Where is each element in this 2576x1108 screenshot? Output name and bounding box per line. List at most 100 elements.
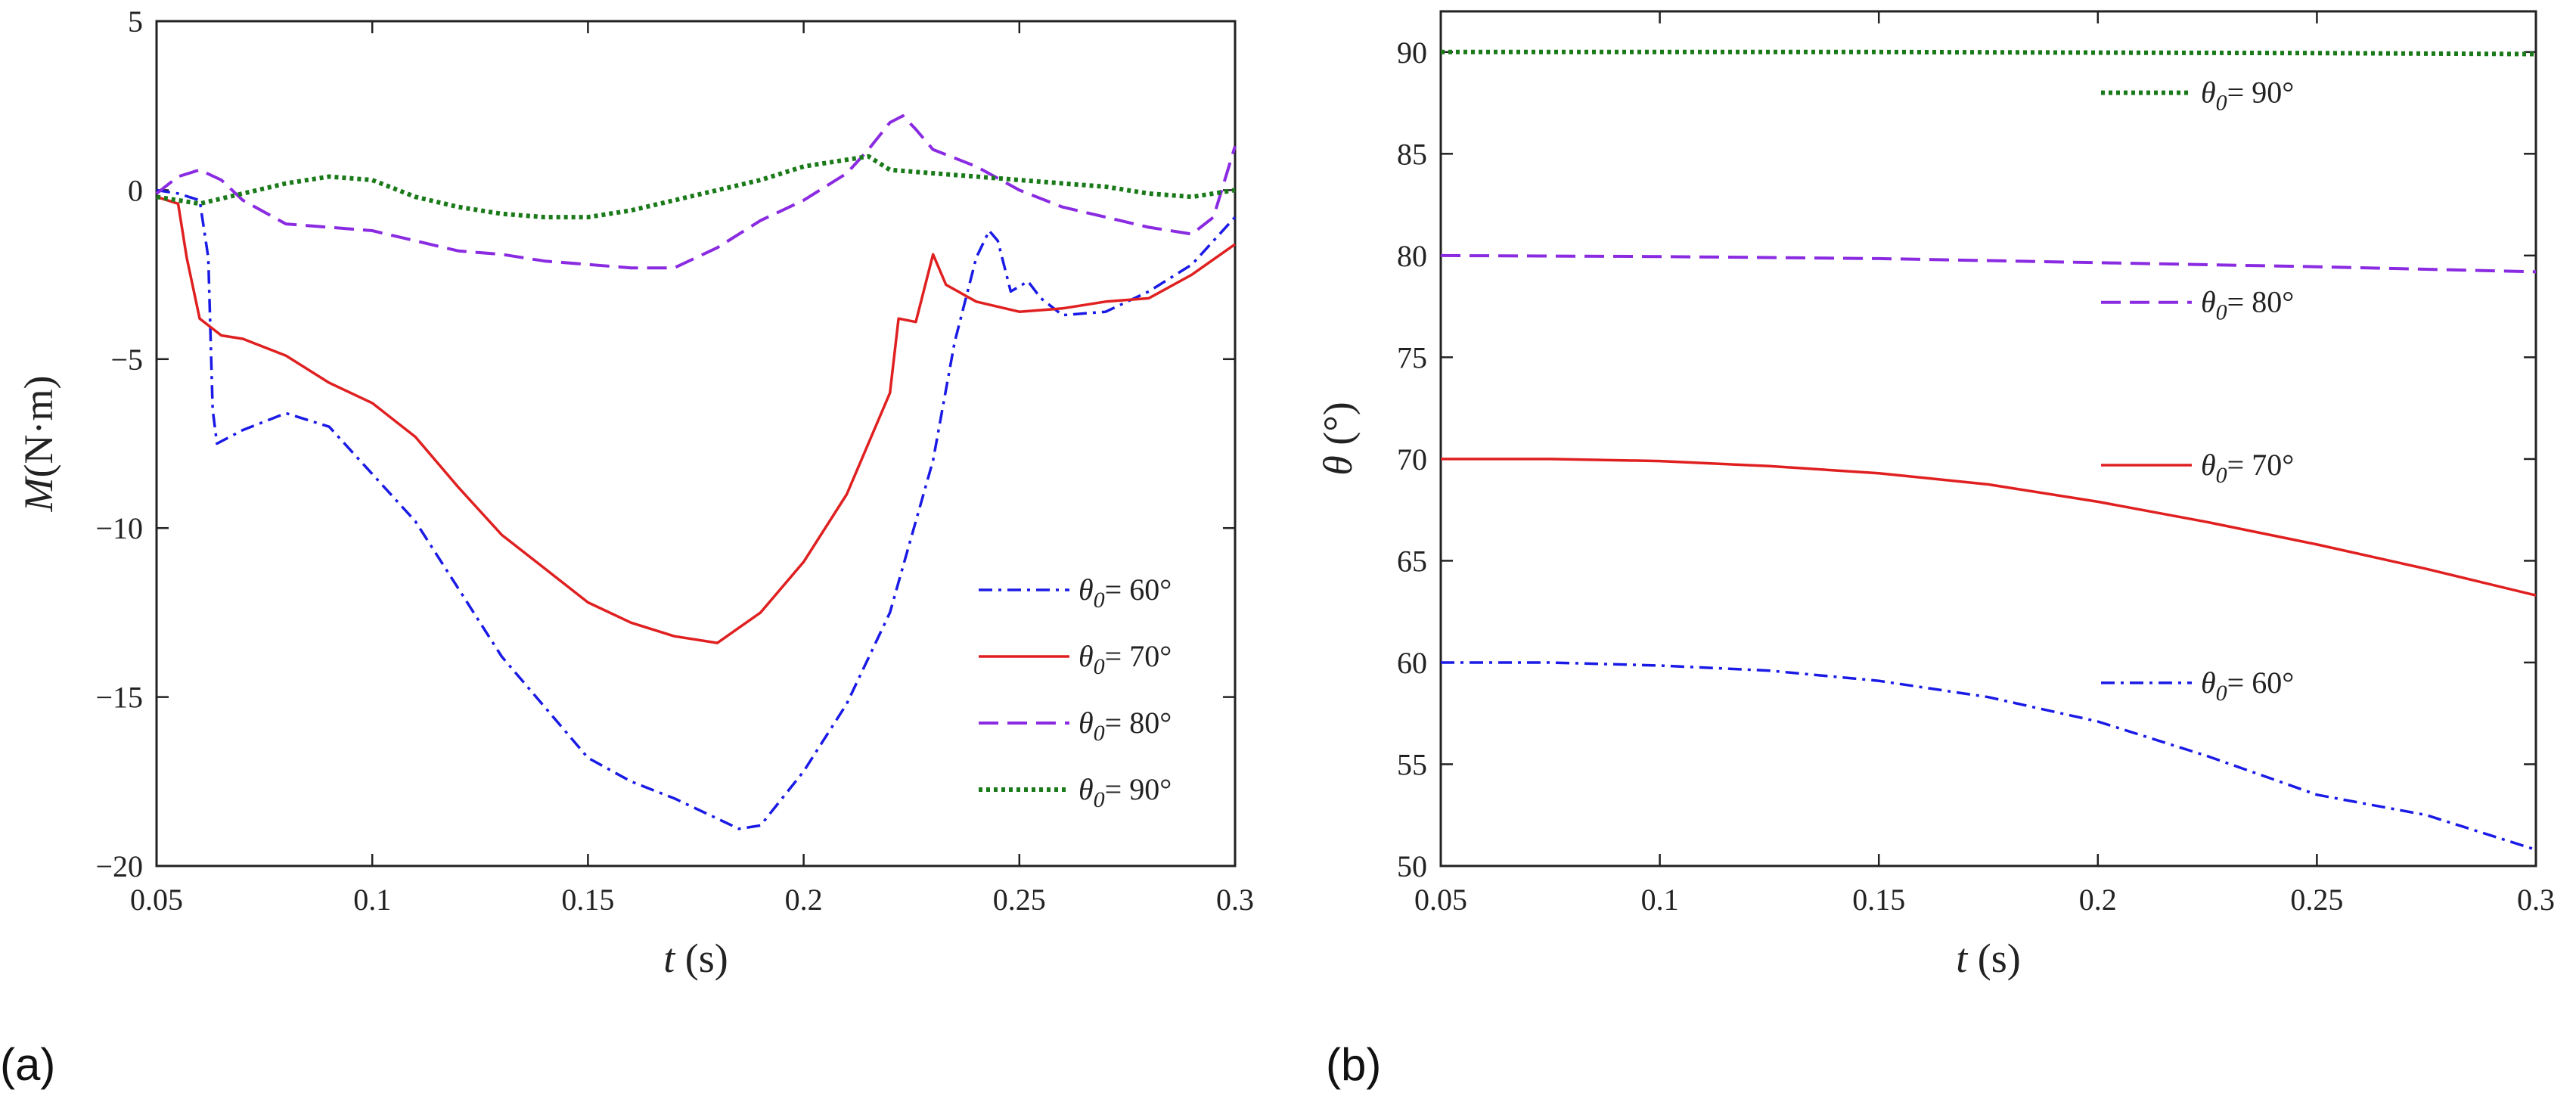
chart-a-y-tick-label: 5 xyxy=(128,5,143,39)
chart-a-legend-entry: θ0= 80° xyxy=(979,706,1172,746)
chart-a-series-line-s90 xyxy=(156,154,1236,220)
chart-b-legend-equals: = xyxy=(2227,666,2252,700)
chart-b-y-tick-label: 80 xyxy=(1397,239,1427,273)
chart-b-y-tick-label: 90 xyxy=(1397,36,1427,70)
chart-a-x-axis-title: t (s) xyxy=(663,936,728,981)
chart-a-legend-label: θ0= 80° xyxy=(1079,706,1172,746)
chart-b-x-tick-label: 0.15 xyxy=(1852,883,1905,917)
chart-b-x-tick-label: 0.1 xyxy=(1641,883,1679,917)
chart-b-legend-subscript: 0 xyxy=(2216,463,2227,488)
chart-a-legend-equals: = xyxy=(1105,639,1130,673)
chart-b-y-tick-label: 65 xyxy=(1397,544,1427,578)
chart-b-x-tick-label: 0.25 xyxy=(2290,883,2343,917)
chart-b-legend-subscript: 0 xyxy=(2216,91,2227,116)
chart-a-y-tick-label: −15 xyxy=(95,681,143,715)
chart-b-legend-theta-symbol: θ xyxy=(2201,666,2216,700)
chart-b-y-axis-title: θ (°) xyxy=(1315,402,1361,476)
chart-a-x-axis-var: t xyxy=(663,936,676,981)
chart-b-legend-entry: θ0= 70° xyxy=(2101,448,2294,488)
chart-b-legend-value: 70° xyxy=(2252,448,2294,482)
chart-a-x-tick-label: 0.2 xyxy=(785,883,823,917)
chart-a-x-tick-label: 0.3 xyxy=(1216,883,1254,917)
chart-a-legend-label: θ0= 70° xyxy=(1079,639,1172,679)
chart-b-x-tick-label: 0.2 xyxy=(2079,883,2117,917)
chart-b-series-line-s90 xyxy=(1441,49,2537,57)
chart-b-legend-value: 60° xyxy=(2252,666,2294,700)
chart-a-legend-theta-symbol: θ xyxy=(1079,772,1094,806)
chart-a-panel-label: (a) xyxy=(0,1039,55,1090)
chart-a-y-tick-label: −10 xyxy=(95,511,143,545)
chart-a-legend-label: θ0= 90° xyxy=(1079,772,1172,812)
chart-a-legend-value: 90° xyxy=(1129,772,1172,806)
chart-b-series-line-s70 xyxy=(1441,458,2537,597)
chart-a-legend-equals: = xyxy=(1105,706,1130,740)
chart-b-legend-value: 80° xyxy=(2252,285,2294,319)
chart-a-plot-frame xyxy=(155,20,1237,867)
chart-b-legend-entry: θ0= 80° xyxy=(2101,285,2294,325)
chart-a-y-tick-label: −5 xyxy=(110,343,143,377)
chart-b-x-tick-label: 0.05 xyxy=(1414,883,1467,917)
chart-a-legend-theta-symbol: θ xyxy=(1079,639,1094,673)
chart-a-series-line-s70 xyxy=(156,195,1237,644)
chart-a-y-tick-label: 0 xyxy=(128,173,143,207)
chart-a-legend-equals: = xyxy=(1105,573,1130,607)
chart-b-y-axis-unit: (°) xyxy=(1315,402,1361,455)
chart-b-x-axis-title: t (s) xyxy=(1956,936,2021,981)
chart-b-legend-value: 90° xyxy=(2252,76,2294,110)
chart-a-legend-subscript: 0 xyxy=(1094,588,1105,613)
chart-a-legend-value: 80° xyxy=(1129,706,1172,740)
chart-b-y-tick-label: 70 xyxy=(1397,442,1427,476)
chart-b-legend-label: θ0= 60° xyxy=(2201,666,2294,706)
chart-b-legend-label: θ0= 70° xyxy=(2201,448,2294,488)
chart-a-legend-subscript: 0 xyxy=(1094,721,1105,746)
chart-b-series-line-s80 xyxy=(1440,253,2537,274)
chart-a-y-axis-title: M(N·m) xyxy=(16,376,61,513)
chart-b-y-axis-var: θ xyxy=(1315,455,1361,476)
chart-a-legend-subscript: 0 xyxy=(1094,787,1105,812)
chart-a-legend-subscript: 0 xyxy=(1094,654,1105,679)
chart-b-x-axis-var: t xyxy=(1956,936,1969,981)
chart-b-legend-equals: = xyxy=(2227,285,2252,319)
chart-a-x-tick-label: 0.1 xyxy=(353,883,391,917)
chart-a-legend-value: 60° xyxy=(1129,573,1172,607)
chart-a-legend-entry: θ0= 90° xyxy=(979,772,1172,812)
chart-b-legend-theta-symbol: θ xyxy=(2201,285,2216,319)
chart-b-legend-entry: θ0= 90° xyxy=(2101,76,2294,116)
chart-panel-b: 0.05 0.1 0.15 0.2 0.25 0.3 50 55 60 65 70 75 80 85 90 t… xyxy=(1315,10,2555,1090)
chart-a-legend-equals: = xyxy=(1105,772,1130,806)
chart-a-y-axis-var: M xyxy=(16,475,61,512)
chart-b-y-tick-label: 85 xyxy=(1397,137,1427,171)
chart-b-y-tick-label: 50 xyxy=(1397,849,1427,883)
chart-a-legend-theta-symbol: θ xyxy=(1079,706,1094,740)
chart-b-x-tick-label: 0.3 xyxy=(2517,883,2555,917)
chart-a-x-tick-label: 0.05 xyxy=(130,883,183,917)
chart-b-legend-entry: θ0= 60° xyxy=(2101,666,2294,706)
chart-b-legend-theta-symbol: θ xyxy=(2201,76,2216,110)
chart-b-legend-label: θ0= 90° xyxy=(2201,76,2294,116)
chart-a-y-tick-label: −20 xyxy=(95,849,143,883)
chart-b-y-tick-label: 55 xyxy=(1397,747,1427,781)
chart-b-legend-equals: = xyxy=(2227,448,2252,482)
chart-b-legend-subscript: 0 xyxy=(2216,300,2227,325)
chart-a-legend-entry: θ0= 70° xyxy=(979,639,1172,679)
chart-b-y-tick-label: 75 xyxy=(1397,340,1427,374)
chart-b-plot-frame xyxy=(1439,10,2537,867)
chart-b-legend-subscript: 0 xyxy=(2216,681,2227,706)
chart-a-x-tick-label: 0.15 xyxy=(561,883,614,917)
chart-b-series-line-s60 xyxy=(1441,661,2537,852)
chart-a-legend-label: θ0= 60° xyxy=(1079,573,1172,613)
chart-b-legend-equals: = xyxy=(2227,76,2252,110)
chart-a-series-line-s80 xyxy=(155,114,1237,270)
chart-a-legend-entry: θ0= 60° xyxy=(979,573,1172,613)
chart-a-x-axis-unit: (s) xyxy=(675,936,728,981)
chart-a-legend-value: 70° xyxy=(1129,639,1172,673)
chart-b-x-axis-unit: (s) xyxy=(1967,936,2020,981)
chart-panel-a: 0.05 0.1 0.15 0.2 0.25 0.3 −20 −15 −10 −5 0 5 t (s) M… xyxy=(0,5,1254,1090)
chart-a-y-axis-unit: (N·m) xyxy=(16,376,61,478)
chart-b-y-tick-label: 60 xyxy=(1397,646,1427,680)
chart-b-panel-label: (b) xyxy=(1326,1039,1381,1090)
chart-a-series-line-s60 xyxy=(156,188,1237,830)
chart-a-legend-theta-symbol: θ xyxy=(1079,573,1094,607)
chart-a-x-tick-label: 0.25 xyxy=(993,883,1046,917)
